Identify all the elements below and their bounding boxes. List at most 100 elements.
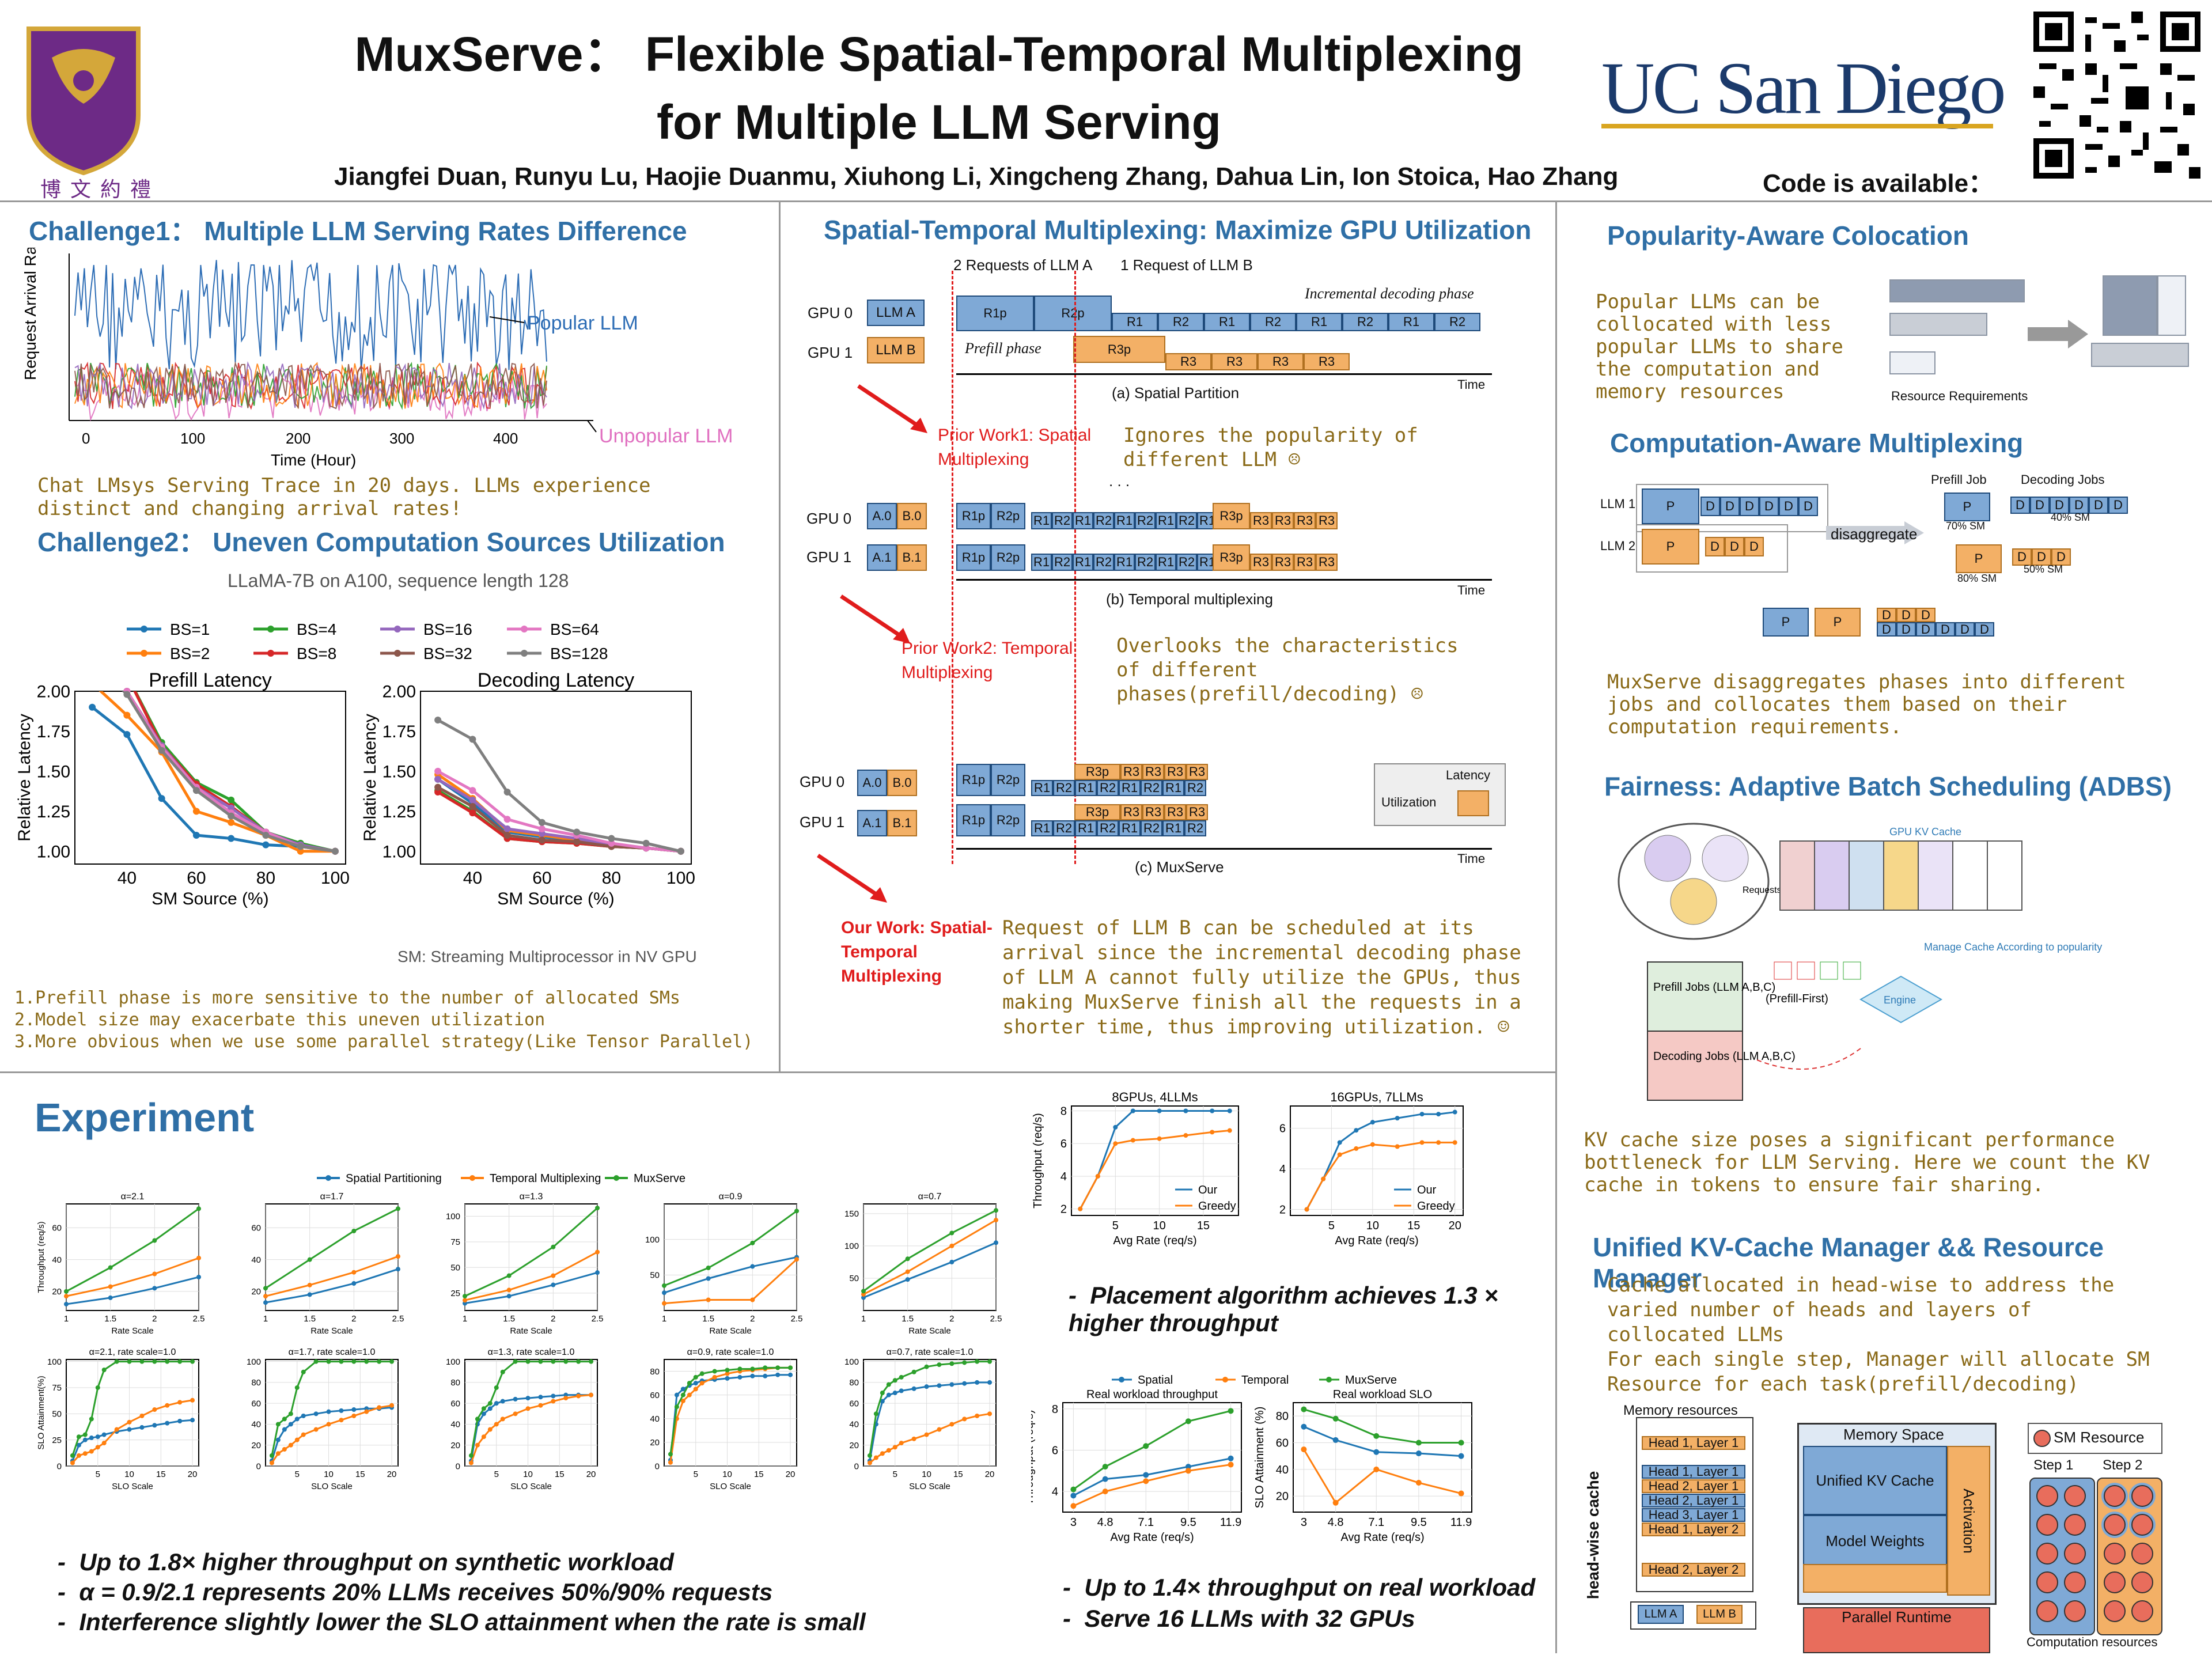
x-tick: 1.5 [104,1314,116,1324]
data-point [262,841,270,849]
data-point [108,1284,113,1289]
decode-block: R2 [1135,554,1156,571]
x-label: SLO Scale [311,1482,353,1491]
decode-block: R1 [1162,780,1184,796]
decode-block: D [2010,497,2030,514]
data-point [899,1374,904,1380]
ellipsis: . . . [1109,472,1130,490]
data-point [563,1359,569,1364]
data-point [937,1383,942,1388]
step2-label: Step 2 [2103,1457,2143,1473]
data-point [70,1460,75,1465]
x-label: SM Source (%) [497,889,614,908]
y-tick: 6 [1052,1444,1058,1457]
data-point [123,731,131,738]
data-point [294,1385,300,1390]
weights-swatch [1803,1564,1947,1593]
y-tick: 50 [52,1410,62,1419]
gpu-block: B.1 [887,810,917,836]
data-point [1070,1493,1077,1499]
x-tick: 20 [387,1469,397,1479]
arrow-right-icon [2028,320,2088,349]
sm-resource-icon [2104,1514,2126,1536]
data-point [82,1437,88,1442]
y-tick: 40 [1276,1464,1289,1476]
data-point [165,1403,170,1408]
data-point [994,1240,998,1245]
qr-code-icon[interactable] [2033,12,2200,179]
data-point [139,1425,145,1430]
data-point [506,1273,512,1278]
llm2-bar [1889,313,1987,336]
data-point [905,1277,910,1282]
data-point [892,1378,897,1383]
data-point [1183,1108,1188,1113]
data-point [1373,1449,1380,1455]
x-label: Avg Rate (req/s) [1335,1234,1418,1247]
decode-block: D [1725,537,1744,556]
data-point [794,1209,799,1214]
x-label: SLO Scale [710,1482,751,1491]
data-point [152,1286,157,1291]
experiment-legend: Spatial Partitioning Temporal Multiplexin… [317,1172,685,1185]
sm-resource-icon [2064,1600,2086,1622]
x-tick: 100 [666,869,695,888]
data-point [1419,1112,1425,1117]
y-tick: 100 [844,1357,859,1367]
data-point [880,1451,885,1456]
data-point [351,1228,357,1233]
sm-resource-icon [2131,1543,2153,1565]
x-tick: 60 [532,869,551,888]
x-tick: 60 [187,869,206,888]
data-point [469,809,476,817]
popularity-title: Popularity-Aware Colocation [1607,221,1969,251]
x-tick: 15 [156,1469,166,1479]
decode-block: D [1916,622,1936,637]
trace-xtick: 100 [180,430,205,447]
llm2-merged [2091,343,2189,367]
plot-frame [66,1203,199,1311]
x-tick: 2 [551,1314,555,1324]
y-label: SLO Attainment (%) [1253,1407,1266,1509]
series-line [266,1268,398,1304]
data-point [861,1291,866,1297]
data-point [487,1427,493,1432]
gpu0-label: GPU 0 [808,304,853,321]
data-point [987,1359,993,1364]
data-point [1370,1142,1375,1147]
data-point [192,832,200,839]
y-tick: 20 [650,1438,660,1448]
decode-block: R3 [1186,804,1208,820]
y-label: Throughput (req/s) [36,1221,46,1293]
data-point [76,1453,81,1458]
decode-block: R2 [1184,780,1206,796]
y-tick: 1.75 [382,722,416,741]
x-tick: 15 [953,1469,963,1479]
data-point [538,1403,543,1408]
data-point [475,1416,480,1422]
cuhk-logo [17,17,150,184]
decode-block: R2 [1053,820,1075,836]
data-point [949,1361,955,1366]
prefill-block: P [1944,493,1990,521]
x-tick: 10 [523,1469,533,1479]
x-label: SLO Scale [909,1482,950,1491]
data-point [892,1445,897,1450]
legend-marker [267,626,274,632]
time-axis-b [956,579,1492,581]
exp-bullet-right: - Serve 16 LLMs with 32 GPUs [1063,1605,1415,1632]
llm-legend [1630,1601,1756,1630]
data-point [1332,1437,1339,1443]
chart-title: Real workload SLO [1333,1388,1432,1401]
sm-resource-legend [2028,1423,2162,1454]
legend-marker [1119,1377,1124,1382]
memory-resources-label: Memory resources [1623,1403,1738,1418]
data-point [313,1411,319,1416]
data-point [301,1369,306,1374]
data-point [1210,1130,1215,1135]
y-tick: 2.00 [37,683,70,702]
data-point [880,1391,885,1396]
series-line [669,1374,791,1460]
data-point [1452,1140,1457,1145]
popularity-desc: Popular LLMs can be collocated with less… [1596,290,1843,403]
